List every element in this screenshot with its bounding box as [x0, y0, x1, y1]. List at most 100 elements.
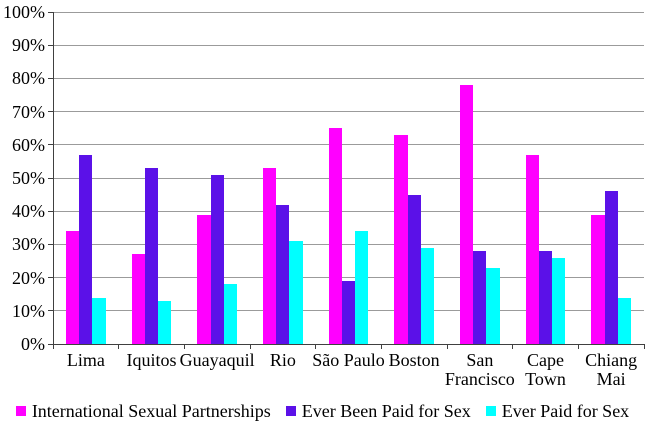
y-axis-label: 90% — [12, 35, 45, 56]
bar — [144, 168, 159, 344]
y-axis-tick — [48, 11, 53, 13]
x-axis-tick — [183, 344, 185, 349]
x-axis-line — [53, 344, 644, 345]
x-axis-tick — [512, 344, 514, 349]
x-axis-label: Lima — [31, 351, 141, 370]
bar — [197, 214, 211, 344]
legend-item: Ever Been Paid for Sex — [285, 400, 471, 422]
x-axis-label-line: Chiang — [585, 350, 638, 370]
y-axis-tick — [48, 343, 53, 345]
y-axis-tick — [48, 177, 53, 179]
x-axis-label-line: São Paulo — [312, 350, 385, 370]
gridline — [53, 44, 644, 46]
bar — [407, 194, 421, 344]
gridline — [53, 111, 644, 113]
bar — [328, 128, 342, 344]
x-axis-label-line: San — [466, 350, 494, 370]
bar — [289, 241, 303, 344]
x-axis-label-line: Iquitos — [126, 350, 177, 370]
bar — [131, 254, 145, 344]
x-axis-tick — [577, 344, 579, 349]
legend-label: International Sexual Partnerships — [31, 401, 271, 421]
gridline — [53, 243, 644, 245]
x-axis-label-line: Mai — [596, 369, 626, 389]
bar — [459, 85, 474, 344]
x-axis-tick — [643, 344, 645, 349]
legend-label: Ever Been Paid for Sex — [301, 401, 471, 421]
legend-swatch — [485, 406, 496, 416]
legend-item: Ever Paid for Sex — [485, 400, 630, 422]
x-axis-label-line: Boston — [388, 350, 440, 370]
x-axis-label-line: Cape — [527, 350, 564, 370]
gridline — [53, 210, 644, 212]
bar — [617, 297, 632, 344]
y-axis-tick — [48, 210, 53, 212]
y-axis-label: 70% — [12, 101, 45, 122]
y-axis-label: 80% — [12, 68, 45, 89]
bar — [92, 297, 106, 344]
bar — [341, 280, 356, 344]
bar — [473, 251, 487, 344]
legend-label: Ever Paid for Sex — [501, 401, 630, 421]
y-axis-label: 30% — [12, 234, 45, 255]
gridline — [53, 11, 644, 13]
bar — [276, 204, 290, 344]
y-axis-tick — [48, 310, 53, 312]
x-axis-tick — [52, 344, 54, 349]
y-axis-tick — [48, 277, 53, 279]
x-axis-label: Boston — [359, 351, 469, 370]
x-axis-label: San Francisco — [425, 351, 535, 389]
legend: International Sexual Partnerships Ever Be… — [0, 399, 645, 423]
x-axis-label-line: Lima — [66, 350, 105, 370]
bar — [604, 191, 618, 344]
gridline — [53, 177, 644, 179]
x-axis-tick — [315, 344, 317, 349]
bar — [79, 154, 93, 344]
gridline — [53, 277, 644, 279]
y-axis-line — [53, 12, 54, 345]
y-axis-label: 100% — [3, 2, 45, 22]
bar — [223, 284, 238, 344]
legend-swatch — [15, 406, 26, 416]
bar — [591, 214, 605, 344]
y-axis-tick — [48, 77, 53, 79]
x-axis-label: São Paulo — [294, 351, 404, 370]
x-axis-label: Rio — [228, 351, 338, 370]
y-axis-tick — [48, 144, 53, 146]
x-axis-label: Iquitos — [97, 351, 207, 370]
x-axis-label: Guayaquil — [162, 351, 272, 370]
y-axis-label: 20% — [12, 267, 45, 288]
x-axis-label-line: Guayaquil — [179, 350, 255, 370]
bar — [525, 154, 539, 344]
bar — [552, 257, 566, 344]
y-axis-label: 40% — [12, 201, 45, 222]
bar — [394, 134, 408, 344]
bar — [355, 231, 369, 344]
x-axis-label-line: Francisco — [444, 369, 515, 389]
y-axis-label: 0% — [21, 334, 45, 354]
y-axis-tick — [48, 111, 53, 113]
y-axis-label: 60% — [12, 134, 45, 155]
legend-swatch — [285, 406, 296, 416]
x-axis-tick — [446, 344, 448, 349]
x-axis-label-line: Town — [525, 369, 566, 389]
bar — [420, 247, 435, 344]
x-axis-label-line: Rio — [269, 350, 296, 370]
x-axis-tick — [380, 344, 382, 349]
x-axis-label: Chiang Mai — [556, 351, 645, 389]
legend-item: International Sexual Partnerships — [15, 400, 271, 422]
y-axis-label: 50% — [12, 168, 45, 188]
bar — [65, 231, 80, 344]
bar — [158, 300, 172, 344]
y-axis-label: 10% — [12, 300, 45, 321]
x-axis-tick — [249, 344, 251, 349]
bar — [262, 168, 277, 344]
bar — [210, 174, 224, 344]
bar — [486, 267, 500, 344]
y-axis-tick — [48, 44, 53, 46]
y-axis-tick — [48, 243, 53, 245]
x-axis-tick — [118, 344, 120, 349]
bar — [538, 251, 553, 344]
gridline — [53, 144, 644, 146]
